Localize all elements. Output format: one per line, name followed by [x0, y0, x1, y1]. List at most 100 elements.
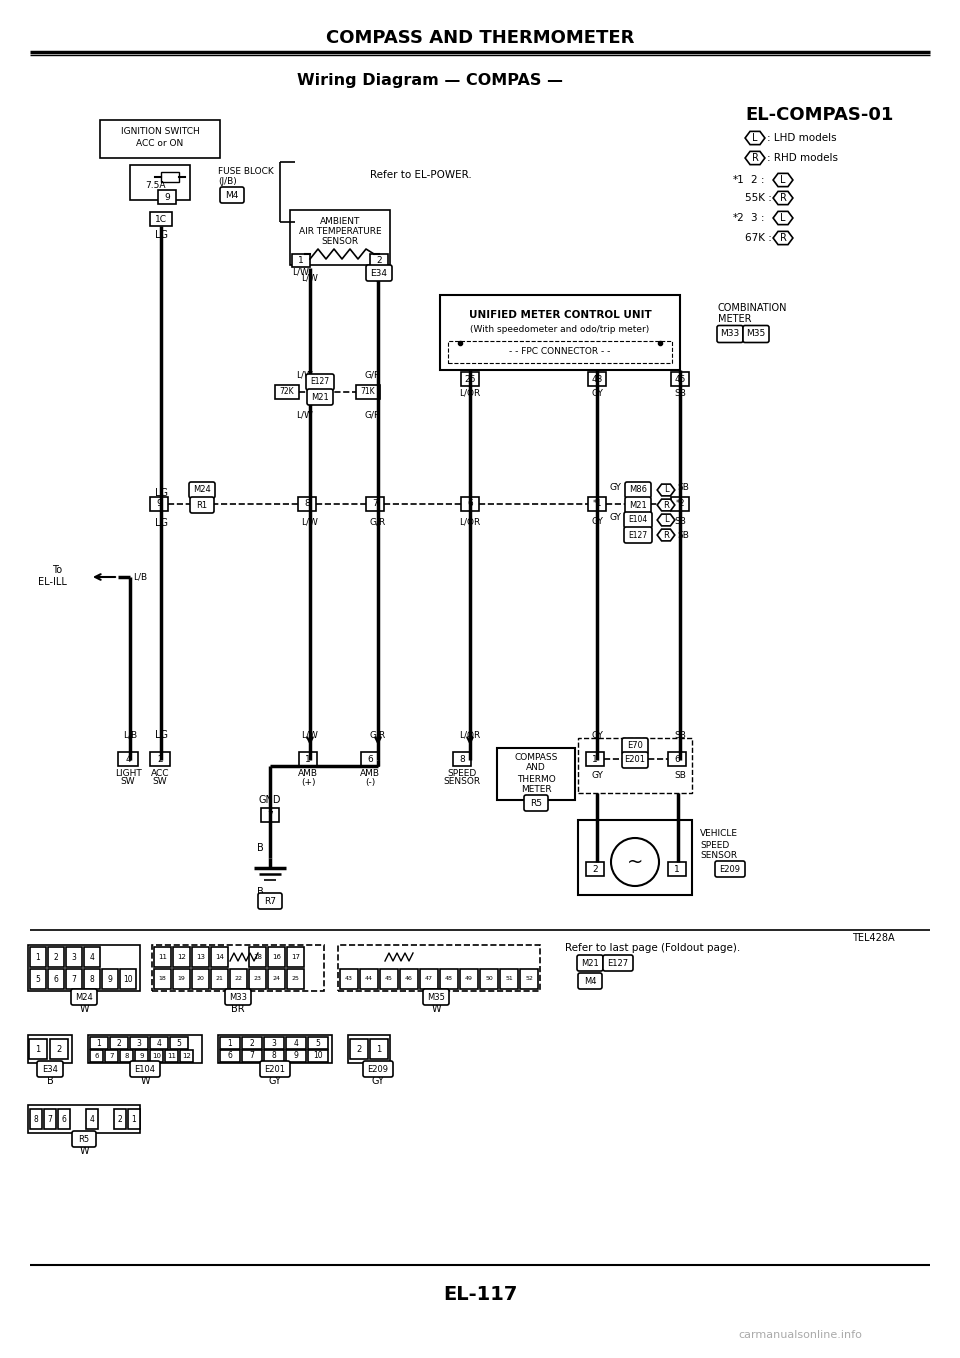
Text: GY: GY: [269, 1076, 281, 1086]
Text: E70: E70: [627, 741, 643, 751]
Text: Wiring Diagram — COMPAS —: Wiring Diagram — COMPAS —: [297, 72, 563, 87]
Text: 1: 1: [674, 865, 680, 873]
Text: 7: 7: [109, 1052, 113, 1059]
Bar: [287, 970, 304, 989]
Text: 51: 51: [505, 976, 513, 982]
Text: EL-117: EL-117: [443, 1286, 517, 1305]
Bar: [158, 190, 176, 204]
Text: G/R: G/R: [370, 517, 386, 527]
Bar: [440, 970, 458, 989]
Text: L/W: L/W: [293, 268, 309, 277]
Bar: [152, 945, 324, 991]
Text: *2: *2: [675, 500, 684, 508]
Text: 1: 1: [228, 1039, 232, 1047]
Bar: [29, 1039, 47, 1059]
Bar: [120, 1050, 133, 1062]
Text: L: L: [663, 486, 668, 494]
Text: GY: GY: [591, 770, 603, 779]
Text: GND: GND: [259, 794, 281, 805]
Text: GY: GY: [609, 513, 621, 523]
Bar: [480, 970, 498, 989]
Text: 46: 46: [405, 976, 413, 982]
Text: GY: GY: [591, 517, 603, 527]
Bar: [48, 970, 64, 989]
Bar: [50, 1039, 68, 1059]
Text: 10: 10: [313, 1051, 323, 1061]
Text: 2: 2: [157, 755, 163, 763]
Text: 48: 48: [445, 976, 453, 982]
Text: M35: M35: [746, 330, 766, 338]
Bar: [668, 862, 686, 876]
Text: 45: 45: [674, 375, 685, 383]
Text: 8: 8: [89, 975, 94, 983]
Bar: [338, 945, 540, 991]
Text: L/B: L/B: [132, 573, 147, 581]
Text: M33: M33: [720, 330, 739, 338]
Text: 7: 7: [372, 500, 378, 508]
Bar: [350, 1039, 368, 1059]
Bar: [242, 1038, 262, 1048]
Text: 3: 3: [72, 952, 77, 961]
Bar: [173, 947, 190, 967]
Text: L/W: L/W: [301, 517, 319, 527]
Text: 8: 8: [459, 755, 465, 763]
Bar: [30, 1109, 42, 1128]
Text: 1C: 1C: [155, 215, 167, 224]
Bar: [154, 970, 171, 989]
FancyBboxPatch shape: [578, 972, 602, 989]
Text: EL-COMPAS-01: EL-COMPAS-01: [746, 106, 894, 124]
Bar: [292, 254, 310, 268]
FancyBboxPatch shape: [717, 326, 743, 342]
Text: 14: 14: [215, 955, 224, 960]
Bar: [30, 947, 46, 967]
Text: R5: R5: [79, 1134, 89, 1143]
Text: 4: 4: [89, 952, 94, 961]
Bar: [420, 970, 438, 989]
Text: 6: 6: [61, 1115, 66, 1123]
Text: 6: 6: [674, 755, 680, 763]
Text: BR: BR: [231, 1004, 245, 1014]
Bar: [84, 970, 100, 989]
FancyBboxPatch shape: [220, 187, 244, 202]
Text: 49: 49: [465, 976, 473, 982]
Bar: [86, 1109, 98, 1128]
Text: 2: 2: [592, 865, 598, 873]
Text: 44: 44: [365, 976, 373, 982]
Text: 43: 43: [591, 375, 603, 383]
Text: AMBIENT: AMBIENT: [320, 217, 360, 227]
Text: 6: 6: [94, 1052, 99, 1059]
Bar: [460, 970, 478, 989]
Bar: [286, 1038, 306, 1048]
Text: W: W: [140, 1076, 150, 1086]
Bar: [28, 945, 140, 991]
Bar: [360, 970, 378, 989]
Text: SB: SB: [674, 517, 686, 527]
Text: E127: E127: [310, 378, 329, 387]
Text: 13: 13: [196, 955, 205, 960]
FancyBboxPatch shape: [72, 1131, 96, 1148]
Text: SENSOR: SENSOR: [700, 851, 737, 861]
Bar: [520, 970, 538, 989]
Bar: [150, 1050, 163, 1062]
Text: SENSOR: SENSOR: [322, 238, 359, 247]
Text: 5: 5: [316, 1039, 321, 1047]
Text: E34: E34: [371, 269, 388, 277]
Bar: [275, 386, 299, 399]
Text: M21: M21: [581, 959, 599, 967]
Text: 7: 7: [267, 811, 273, 819]
Bar: [290, 210, 390, 265]
Bar: [114, 1109, 126, 1128]
Text: AIR TEMPERATURE: AIR TEMPERATURE: [299, 228, 381, 236]
Text: E201: E201: [265, 1065, 285, 1074]
Bar: [128, 1109, 140, 1128]
Bar: [298, 497, 316, 511]
Text: 5: 5: [36, 975, 40, 983]
Text: LG: LG: [155, 230, 167, 240]
Bar: [220, 1050, 240, 1062]
FancyBboxPatch shape: [423, 989, 449, 1005]
Text: ~: ~: [627, 853, 643, 872]
Text: 1: 1: [592, 755, 598, 763]
Bar: [308, 1050, 328, 1062]
Polygon shape: [658, 515, 675, 526]
Bar: [220, 1038, 240, 1048]
